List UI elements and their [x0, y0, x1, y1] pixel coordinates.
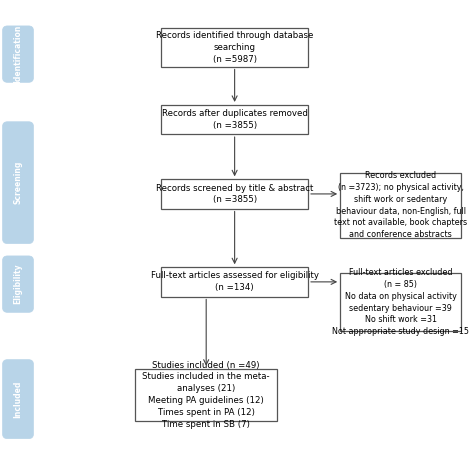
- FancyBboxPatch shape: [340, 172, 461, 238]
- Text: Records identified through database
searching
(n =5987): Records identified through database sear…: [156, 31, 313, 64]
- FancyBboxPatch shape: [2, 122, 33, 244]
- Text: Screening: Screening: [14, 161, 22, 204]
- Text: Included: Included: [14, 381, 22, 418]
- Text: Full-text articles excluded
(n = 85)
No data on physical activity
sedentary beha: Full-text articles excluded (n = 85) No …: [332, 268, 469, 336]
- FancyBboxPatch shape: [2, 360, 33, 438]
- FancyBboxPatch shape: [161, 179, 308, 208]
- FancyBboxPatch shape: [161, 267, 308, 297]
- Text: Eligibility: Eligibility: [14, 264, 22, 304]
- FancyBboxPatch shape: [135, 369, 277, 420]
- FancyBboxPatch shape: [161, 105, 308, 134]
- Text: Records excluded
(n =3723); no physical activity,
shift work or sedentary
behavi: Records excluded (n =3723); no physical …: [334, 171, 467, 239]
- Text: Identification: Identification: [14, 25, 22, 83]
- FancyBboxPatch shape: [2, 26, 33, 82]
- FancyBboxPatch shape: [2, 256, 33, 312]
- Text: Studies included (n =49)
Studies included in the meta-
analyses (21)
Meeting PA : Studies included (n =49) Studies include…: [142, 361, 270, 428]
- Text: Records screened by title & abstract
(n =3855): Records screened by title & abstract (n …: [156, 184, 313, 204]
- Text: Full-text articles assessed for eligibility
(n =134): Full-text articles assessed for eligibil…: [151, 272, 319, 292]
- Text: Records after duplicates removed
(n =3855): Records after duplicates removed (n =385…: [162, 109, 308, 130]
- FancyBboxPatch shape: [340, 273, 461, 331]
- FancyBboxPatch shape: [161, 28, 308, 66]
